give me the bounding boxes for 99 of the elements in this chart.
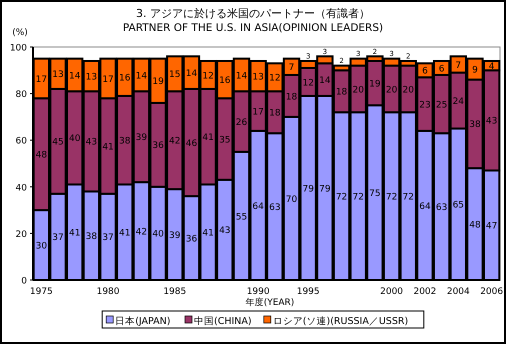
data-label: 46 — [186, 138, 198, 149]
data-label: 47 — [486, 222, 498, 232]
x-tick-label: 1980 — [96, 287, 120, 297]
x-tick-label: 1975 — [30, 287, 53, 297]
data-label: 37 — [102, 233, 114, 244]
y-tick-label: 80 — [16, 90, 28, 100]
x-tick-label: 2006 — [480, 287, 504, 297]
data-label: 14 — [186, 68, 198, 79]
data-label: 38 — [86, 232, 98, 242]
data-label: 24 — [452, 96, 464, 107]
data-label: 12 — [269, 74, 281, 84]
data-label: 40 — [152, 230, 164, 240]
x-tick-label: 2002 — [413, 287, 436, 297]
data-label: 41 — [68, 228, 80, 239]
data-label: 41 — [202, 228, 214, 239]
legend-label: ロシア(ソ連)(RUSSIA／USSR) — [272, 315, 408, 327]
data-label: 72 — [402, 192, 414, 202]
data-label: 72 — [386, 192, 398, 202]
ylabel: (%) — [12, 28, 28, 38]
data-label: 40 — [68, 134, 81, 144]
data-label: 63 — [436, 202, 448, 213]
data-label: 41 — [119, 228, 130, 239]
title: 3. アジアに於ける米国のパートナー（有識者） — [136, 7, 370, 20]
data-label: 20 — [386, 85, 398, 96]
data-label: 41 — [202, 133, 214, 144]
y-tick-label: 0 — [21, 276, 28, 286]
xlabel: 年度(YEAR) — [246, 298, 294, 308]
x-tick-label: 1990 — [246, 287, 270, 297]
data-label: 16 — [119, 74, 131, 84]
data-label: 70 — [286, 194, 298, 205]
data-label: 4 — [488, 62, 495, 72]
data-label: 38 — [119, 136, 131, 147]
y-tick-label: 60 — [16, 136, 28, 147]
data-label: 64 — [252, 202, 264, 212]
data-label: 14 — [136, 71, 148, 82]
data-label: 48 — [469, 220, 481, 230]
x-tick-label: 2004 — [446, 287, 470, 297]
data-label: 7 — [288, 63, 294, 74]
data-label: 7 — [455, 60, 462, 71]
data-label: 13 — [86, 72, 98, 82]
data-label: 18 — [336, 88, 348, 98]
data-label: 64 — [419, 202, 431, 212]
x-tick-label: 2000 — [380, 287, 404, 297]
data-label: 17 — [102, 74, 114, 85]
y-tick-label: 100 — [10, 44, 28, 54]
data-label: 79 — [302, 184, 314, 194]
data-label: 17 — [252, 107, 264, 118]
data-label: 43 — [86, 138, 98, 148]
data-label: 65 — [452, 200, 464, 211]
data-label: 12 — [302, 78, 314, 88]
x-tick-label: 1985 — [163, 287, 186, 297]
y-tick-label: 20 — [16, 230, 28, 240]
data-label: 12 — [202, 71, 214, 82]
subtitle: PARTNER OF THE U.S. IN ASIA(OPINION LEADERS) — [122, 22, 384, 34]
data-label: 6 — [422, 66, 428, 77]
data-label: 37 — [52, 233, 64, 244]
data-label: 19 — [369, 79, 381, 90]
data-label: 55 — [236, 212, 248, 222]
data-label: 13 — [252, 72, 264, 82]
data-label: 42 — [169, 136, 180, 147]
data-label: 38 — [469, 120, 481, 130]
data-label: 26 — [236, 118, 248, 128]
data-label: 20 — [402, 85, 414, 96]
data-label: 43 — [486, 116, 498, 127]
data-label: 35 — [219, 135, 231, 146]
data-label: 19 — [152, 77, 164, 88]
data-label: 14 — [236, 71, 248, 82]
data-label: 45 — [52, 138, 64, 148]
data-label: 18 — [269, 108, 281, 119]
data-label: 30 — [36, 241, 48, 252]
data-label: 39 — [169, 230, 181, 241]
data-label: 25 — [436, 100, 448, 110]
data-label: 41 — [102, 142, 114, 152]
data-label: 72 — [336, 192, 348, 202]
x-tick-label: 1995 — [296, 287, 320, 297]
data-label: 9 — [472, 65, 478, 76]
data-label: 72 — [352, 192, 364, 202]
data-label: 20 — [352, 85, 364, 96]
data-label: 63 — [269, 202, 281, 213]
y-tick-label: 40 — [16, 183, 28, 194]
data-label: 6 — [438, 64, 445, 74]
data-label: 17 — [36, 74, 48, 85]
data-label: 75 — [369, 188, 381, 199]
data-label: 79 — [319, 184, 331, 194]
legend-label: 中国(CHINA) — [194, 315, 252, 327]
data-label: 18 — [286, 92, 298, 102]
data-label: 16 — [219, 76, 231, 86]
data-label: 36 — [152, 141, 164, 152]
data-label: 39 — [136, 133, 148, 144]
data-label: 43 — [219, 226, 231, 236]
data-label: 15 — [169, 70, 180, 80]
data-label: 14 — [319, 76, 331, 86]
legend-label: 日本(JAPAN) — [115, 315, 170, 327]
data-label: 23 — [419, 100, 431, 110]
data-label: 42 — [136, 227, 148, 238]
data-label: 36 — [186, 234, 198, 244]
data-label: 13 — [52, 70, 64, 80]
data-label: 14 — [68, 71, 81, 82]
data-label: 48 — [36, 150, 48, 161]
